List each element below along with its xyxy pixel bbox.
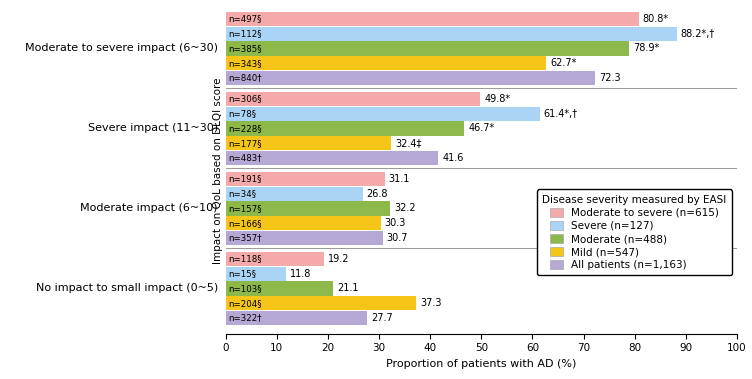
Text: n=103§: n=103§ — [228, 284, 262, 293]
Text: n=306§: n=306§ — [228, 94, 262, 103]
Text: n=343§: n=343§ — [228, 59, 262, 68]
Text: n=204§: n=204§ — [228, 299, 262, 308]
Bar — [226, 281, 333, 296]
Bar — [226, 311, 367, 325]
Text: 27.7: 27.7 — [371, 313, 393, 323]
Text: 80.8*: 80.8* — [643, 14, 669, 24]
Text: 30.7: 30.7 — [387, 233, 408, 243]
Text: n=118§: n=118§ — [228, 254, 262, 263]
Text: n=357†: n=357† — [228, 233, 262, 243]
Text: n=497§: n=497§ — [228, 14, 262, 23]
Bar — [226, 266, 286, 281]
Text: 32.2: 32.2 — [394, 204, 416, 213]
Bar — [226, 106, 540, 121]
Bar — [226, 12, 638, 26]
Text: 46.7*: 46.7* — [468, 124, 495, 133]
Text: 32.4‡: 32.4‡ — [396, 138, 422, 148]
Bar — [226, 296, 417, 310]
Text: 19.2: 19.2 — [328, 254, 350, 264]
Text: n=166§: n=166§ — [228, 219, 262, 228]
Bar — [226, 71, 596, 85]
Text: 21.1: 21.1 — [338, 283, 359, 293]
Text: No impact to small impact (0~5): No impact to small impact (0~5) — [35, 283, 218, 293]
Text: Moderate to severe impact (6~30): Moderate to severe impact (6~30) — [25, 44, 218, 53]
Text: n=385§: n=385§ — [228, 44, 262, 53]
Text: n=177§: n=177§ — [228, 139, 262, 148]
Text: n=112§: n=112§ — [228, 29, 262, 38]
Text: 61.4*,†: 61.4*,† — [544, 109, 578, 119]
Bar — [226, 216, 381, 230]
Bar — [226, 151, 438, 165]
Y-axis label: Impact on QoL based on DLQI score: Impact on QoL based on DLQI score — [213, 77, 223, 264]
Text: 11.8: 11.8 — [290, 269, 311, 279]
Text: 31.1: 31.1 — [389, 174, 410, 184]
Bar — [226, 41, 629, 56]
Text: 26.8: 26.8 — [367, 189, 388, 199]
Text: n=322†: n=322† — [228, 313, 262, 323]
Text: 62.7*: 62.7* — [550, 58, 577, 68]
Bar — [226, 136, 391, 150]
Text: n=228§: n=228§ — [228, 124, 262, 133]
Bar — [226, 252, 324, 266]
Bar — [226, 121, 465, 136]
Text: Severe impact (11~30): Severe impact (11~30) — [88, 124, 218, 133]
Text: n=840†: n=840† — [228, 74, 262, 82]
Text: n=15§: n=15§ — [228, 269, 256, 278]
Text: 49.8*: 49.8* — [484, 94, 511, 104]
Text: 30.3: 30.3 — [384, 218, 406, 228]
X-axis label: Proportion of patients with AD (%): Proportion of patients with AD (%) — [386, 359, 577, 369]
Text: 72.3: 72.3 — [599, 73, 621, 83]
Text: 41.6: 41.6 — [442, 153, 464, 163]
Bar — [226, 231, 383, 245]
Text: n=78§: n=78§ — [228, 109, 256, 118]
Bar — [226, 172, 384, 186]
Legend: Moderate to severe (n=615), Severe (n=127), Moderate (n=488), Mild (n=547), All : Moderate to severe (n=615), Severe (n=12… — [537, 190, 732, 276]
Bar — [226, 201, 390, 216]
Text: n=483†: n=483† — [228, 153, 262, 163]
Text: n=191§: n=191§ — [228, 174, 262, 183]
Text: 37.3: 37.3 — [420, 298, 442, 308]
Text: 78.9*: 78.9* — [633, 44, 660, 53]
Text: Moderate impact (6~10): Moderate impact (6~10) — [80, 204, 218, 213]
Text: 88.2*,†: 88.2*,† — [681, 29, 715, 39]
Bar — [226, 92, 481, 106]
Text: n=34§: n=34§ — [228, 189, 256, 198]
Bar — [226, 27, 677, 41]
Text: n=157§: n=157§ — [228, 204, 262, 213]
Bar — [226, 186, 362, 201]
Bar — [226, 56, 546, 70]
